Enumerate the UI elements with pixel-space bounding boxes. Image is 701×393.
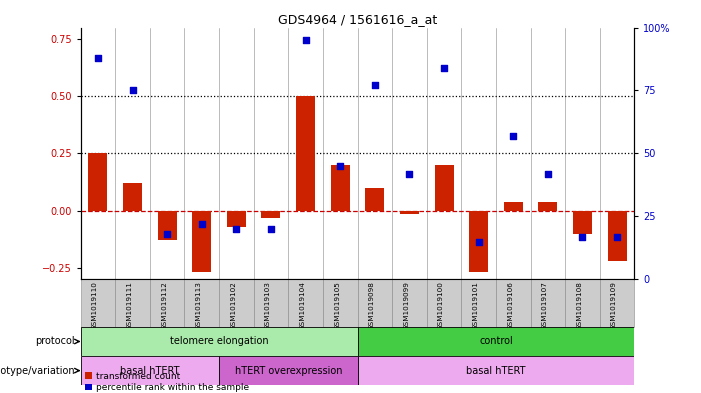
Text: GSM1019102: GSM1019102 (231, 281, 236, 330)
Bar (358, 279, 392, 327)
Bar (565, 279, 600, 327)
Bar (427, 279, 461, 327)
Point (161, 231, 172, 237)
Point (438, 65, 449, 71)
Bar (531, 279, 565, 327)
Legend: transformed count, percentile rank within the sample: transformed count, percentile rank withi… (85, 372, 249, 393)
Text: GSM1019111: GSM1019111 (127, 281, 132, 330)
Bar (358, 327, 634, 356)
Text: protocol: protocol (36, 336, 75, 347)
Text: GSM1019105: GSM1019105 (334, 281, 340, 330)
Bar (538, 202, 557, 211)
Point (300, 37, 311, 43)
Bar (288, 279, 323, 327)
Bar (365, 188, 384, 211)
Bar (227, 211, 246, 227)
Point (611, 233, 622, 240)
Text: control: control (479, 336, 513, 347)
Bar (81, 327, 358, 356)
Bar (261, 211, 280, 218)
Point (334, 163, 346, 169)
Bar (358, 356, 634, 385)
Bar (219, 356, 358, 385)
Bar (219, 279, 254, 327)
Text: genotype/variation: genotype/variation (0, 365, 75, 376)
Text: basal hTERT: basal hTERT (466, 365, 526, 376)
Point (231, 226, 242, 232)
Text: GSM1019099: GSM1019099 (404, 281, 409, 330)
Text: GSM1019112: GSM1019112 (161, 281, 167, 330)
Bar (150, 279, 184, 327)
Text: GSM1019104: GSM1019104 (299, 281, 306, 330)
Text: GSM1019106: GSM1019106 (508, 281, 513, 330)
Text: basal hTERT: basal hTERT (120, 365, 179, 376)
Bar (608, 211, 627, 261)
Bar (254, 279, 288, 327)
Bar (573, 211, 592, 233)
Bar (88, 153, 107, 211)
Point (196, 221, 207, 227)
Bar (600, 279, 634, 327)
Point (473, 239, 484, 245)
Text: GSM1019109: GSM1019109 (611, 281, 617, 330)
Bar (496, 279, 531, 327)
Text: GSM1019098: GSM1019098 (369, 281, 375, 330)
Bar (461, 279, 496, 327)
Text: GSM1019113: GSM1019113 (196, 281, 202, 330)
Text: hTERT overexpression: hTERT overexpression (235, 365, 342, 376)
Bar (81, 279, 115, 327)
Text: GSM1019110: GSM1019110 (92, 281, 98, 330)
Bar (184, 279, 219, 327)
Title: GDS4964 / 1561616_a_at: GDS4964 / 1561616_a_at (278, 13, 437, 26)
Bar (192, 211, 211, 272)
Point (508, 133, 519, 139)
Bar (504, 202, 523, 211)
Point (266, 226, 277, 232)
Bar (392, 279, 427, 327)
Point (127, 87, 138, 94)
Text: GSM1019100: GSM1019100 (438, 281, 444, 330)
Bar (81, 356, 219, 385)
Bar (435, 165, 454, 211)
Bar (296, 96, 315, 211)
Text: GSM1019108: GSM1019108 (576, 281, 583, 330)
Text: GSM1019101: GSM1019101 (472, 281, 479, 330)
Point (404, 171, 415, 177)
Point (93, 55, 104, 61)
Point (369, 82, 381, 88)
Bar (323, 279, 358, 327)
Bar (123, 183, 142, 211)
Point (543, 171, 554, 177)
Bar (400, 211, 419, 214)
Bar (115, 279, 150, 327)
Bar (469, 211, 488, 272)
Text: GSM1019107: GSM1019107 (542, 281, 548, 330)
Bar (158, 211, 177, 241)
Text: telomere elongation: telomere elongation (170, 336, 268, 347)
Bar (331, 165, 350, 211)
Point (577, 233, 588, 240)
Text: GSM1019103: GSM1019103 (265, 281, 271, 330)
